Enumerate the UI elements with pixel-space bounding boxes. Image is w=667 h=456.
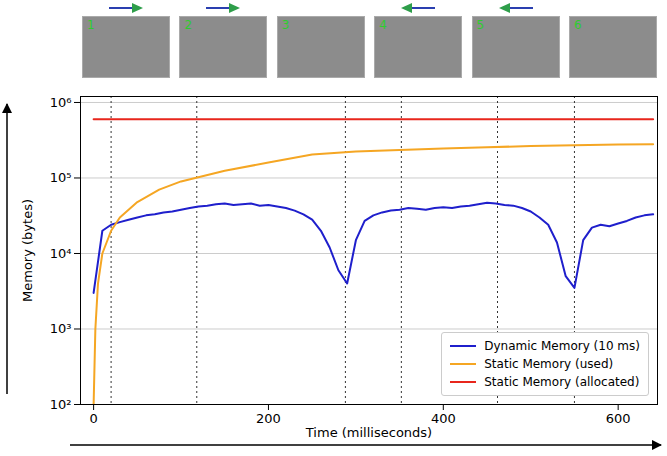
svg-text:Time (milliseconds): Time (milliseconds) <box>305 425 432 440</box>
svg-text:400: 400 <box>431 411 456 426</box>
svg-text:0: 0 <box>89 411 97 426</box>
html-text:5: 5 <box>476 18 485 32</box>
svg-text:600: 600 <box>606 411 631 426</box>
html-text:1: 1 <box>87 18 95 32</box>
html-text:3: 3 <box>281 18 290 32</box>
svg-text:Memory (bytes): Memory (bytes) <box>20 199 35 302</box>
svg-text:10³: 10³ <box>50 321 72 336</box>
svg-text:10⁶: 10⁶ <box>50 95 72 110</box>
html-text:2: 2 <box>184 18 192 32</box>
html-text:4: 4 <box>379 18 387 32</box>
svg-text:10⁵: 10⁵ <box>50 170 72 185</box>
svg-text:10⁴: 10⁴ <box>50 246 72 261</box>
html-text:Static Memory (allocated): Static Memory (allocated) <box>484 375 640 389</box>
svg-text:200: 200 <box>256 411 281 426</box>
html-text:6: 6 <box>574 18 582 32</box>
svg-text:10²: 10² <box>50 397 72 412</box>
html-text:Dynamic Memory (10 ms): Dynamic Memory (10 ms) <box>484 339 640 353</box>
html-text:Static Memory (used): Static Memory (used) <box>484 357 614 371</box>
